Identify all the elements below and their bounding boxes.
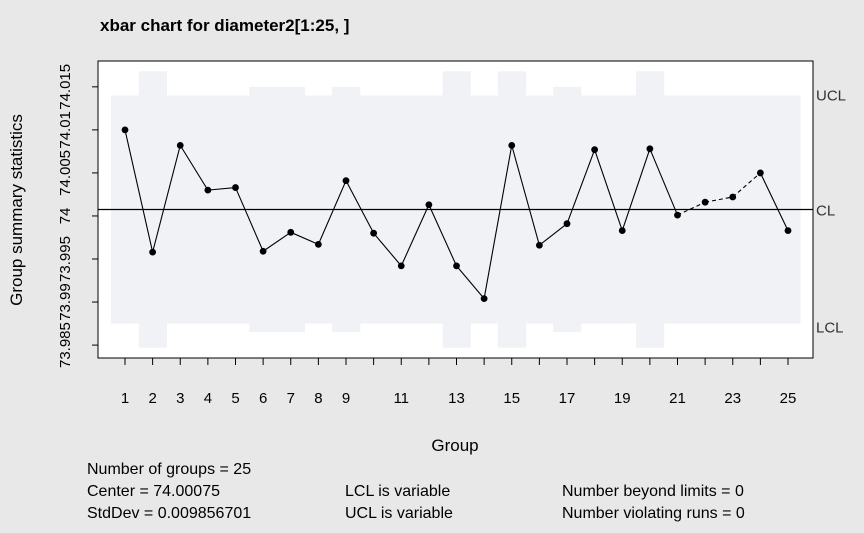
summary-middle: LCL is variable UCL is variable: [345, 481, 453, 525]
data-point: [342, 177, 350, 185]
series-segment: [705, 196, 733, 203]
series-segment: [262, 231, 292, 252]
y-minor-tick-label: 74: [57, 208, 74, 225]
y-tick-label: 74.005: [57, 150, 74, 196]
y-minor-tick-label: 73.99: [57, 283, 74, 321]
x-tick-label: 19: [614, 390, 631, 407]
y-tick-label: 73.995: [57, 236, 74, 282]
series-segment: [649, 148, 679, 216]
data-point: [508, 141, 516, 149]
x-tick-label: 3: [176, 390, 184, 407]
summary-beyond-limits: Number beyond limits = 0: [562, 483, 744, 500]
x-tick-label: 7: [287, 390, 295, 407]
series-segment: [373, 232, 402, 267]
series-segment: [317, 180, 347, 245]
series-segment: [483, 145, 513, 299]
series-segment: [677, 201, 706, 216]
summary-left: Number of groups = 25 Center = 74.00075 …: [87, 459, 251, 525]
data-points: [121, 126, 792, 302]
x-tick-label: 2: [148, 390, 156, 407]
series-segment: [207, 187, 236, 191]
data-point: [784, 227, 792, 234]
ucl-label: UCL: [816, 87, 846, 104]
x-tick-label: 6: [259, 390, 267, 407]
series-segment: [124, 129, 154, 253]
summary-right: Number beyond limits = 0 Number violatin…: [562, 481, 745, 525]
series-segment: [179, 145, 209, 191]
data-point: [397, 262, 405, 270]
series-segment: [234, 187, 264, 252]
x-tick-label: 9: [342, 390, 350, 407]
x-tick-label: 8: [314, 390, 322, 407]
series-line: [124, 129, 789, 299]
x-tick-label: 11: [393, 390, 409, 407]
data-point: [204, 186, 212, 194]
y-axis-title: Group summary statistics: [7, 114, 26, 306]
data-point: [121, 126, 129, 134]
y-minor-tick-label: 74.01: [57, 111, 74, 149]
x-axis: 1 2 3 4 5 6 7 8 9 11 13 15 17 19 21 23 25: [121, 358, 797, 407]
series-segment: [152, 145, 181, 253]
summary-ucl: UCL is variable: [345, 505, 453, 522]
series-segment: [539, 223, 568, 246]
x-tick-label: 21: [669, 390, 686, 407]
data-point: [563, 220, 571, 228]
limit-labels: UCL CL LCL: [816, 87, 846, 336]
y-tick-label: 74.015: [57, 64, 74, 110]
data-point: [729, 193, 737, 201]
series-segment: [511, 145, 540, 246]
data-point: [480, 295, 488, 302]
x-tick-label: 4: [204, 390, 212, 407]
summary-violating-runs: Number violating runs = 0: [562, 505, 745, 522]
data-point: [453, 262, 460, 270]
data-point: [535, 241, 543, 249]
series-segment: [621, 148, 651, 231]
summary-groups: Number of groups = 25: [87, 461, 252, 478]
data-point: [756, 169, 764, 177]
data-point: [646, 145, 654, 153]
data-point: [149, 248, 157, 256]
plot-border: [97, 60, 814, 359]
chart-title: xbar chart for diameter2[1:25, ]: [100, 16, 349, 35]
data-point: [370, 229, 378, 237]
series-segment: [732, 172, 761, 198]
y-axis: 73.985 73.995 74.005 74.015 73.99 74 74.01: [57, 64, 98, 368]
x-tick-label: 17: [559, 390, 576, 407]
series-segment: [428, 204, 458, 267]
lcl-label: LCL: [816, 320, 844, 337]
series-segment: [594, 149, 623, 231]
data-point: [701, 198, 709, 206]
series-segment: [400, 204, 430, 267]
x-tick-label: 5: [231, 390, 239, 407]
summary-stddev: StdDev = 0.009856701: [87, 505, 252, 522]
summary-lcl: LCL is variable: [345, 483, 451, 500]
x-axis-title: Group: [431, 436, 478, 455]
cl-label: CL: [816, 203, 835, 220]
series-segment: [456, 265, 485, 299]
data-point: [232, 184, 239, 191]
data-point: [287, 228, 295, 236]
data-point: [425, 201, 433, 209]
series-segment: [290, 231, 319, 245]
x-tick-label: 13: [448, 390, 465, 407]
series-segment: [759, 172, 789, 231]
series-segment: [566, 149, 596, 224]
data-point: [674, 211, 681, 219]
data-point: [591, 146, 599, 154]
x-tick-label: 25: [780, 390, 797, 407]
x-tick-label: 15: [503, 390, 520, 407]
x-tick-label: 1: [121, 390, 129, 407]
x-tick-label: 23: [724, 390, 741, 407]
data-point: [314, 240, 322, 248]
data-point: [176, 141, 184, 149]
data-point: [259, 247, 267, 255]
summary-center: Center = 74.00075: [87, 483, 220, 500]
series-segment: [345, 180, 375, 234]
data-point: [618, 227, 626, 234]
y-tick-label: 73.985: [57, 322, 74, 368]
